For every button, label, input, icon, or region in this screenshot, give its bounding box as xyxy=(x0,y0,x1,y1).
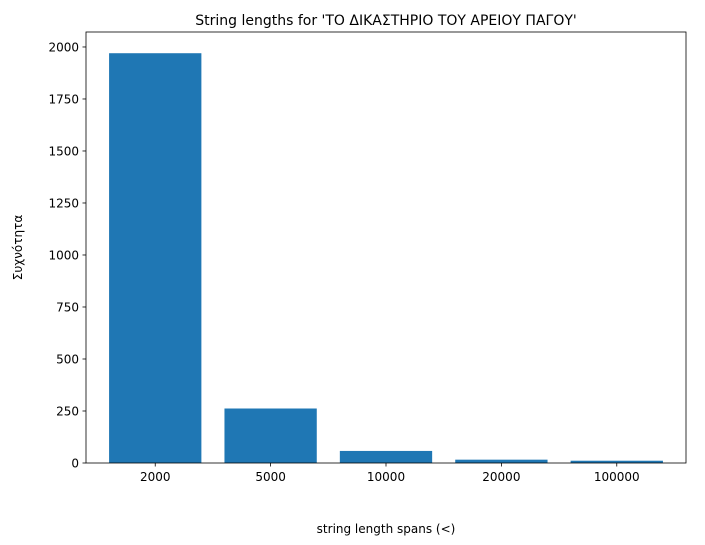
bars-group xyxy=(109,53,663,463)
y-tick-label: 2000 xyxy=(48,40,79,54)
bar-10000 xyxy=(339,450,433,463)
x-tick-label: 20000 xyxy=(482,470,520,484)
y-tick-label: 1750 xyxy=(48,92,79,106)
x-axis-label: string length spans (<) xyxy=(317,522,456,536)
bar-100000 xyxy=(570,460,663,463)
y-tick-label: 250 xyxy=(56,404,79,418)
chart-title: String lengths for 'ΤΟ ΔΙΚΑΣΤΗΡΙΟ ΤΟΥ ΑΡ… xyxy=(195,13,577,29)
y-axis-ticks: 0 250 500 750 1000 1250 1500 1750 2000 xyxy=(48,40,86,471)
y-tick-label: 1500 xyxy=(48,144,79,158)
x-tick-label: 100000 xyxy=(594,470,640,484)
x-tick-label: 10000 xyxy=(367,470,405,484)
bar-2000 xyxy=(109,53,202,463)
bar-5000 xyxy=(224,408,317,463)
y-tick-label: 1250 xyxy=(48,196,79,210)
y-tick-label: 500 xyxy=(56,352,79,366)
y-tick-label: 1000 xyxy=(48,248,79,262)
y-axis-label: Συχνότητα xyxy=(11,215,25,281)
bar-20000 xyxy=(455,459,548,463)
y-tick-label: 750 xyxy=(56,300,79,314)
plot-frame xyxy=(85,31,687,464)
x-axis-ticks: 2000 5000 10000 20000 100000 xyxy=(140,463,640,484)
y-tick-label: 0 xyxy=(71,457,79,471)
x-tick-label: 2000 xyxy=(140,470,171,484)
x-tick-label: 5000 xyxy=(255,470,286,484)
